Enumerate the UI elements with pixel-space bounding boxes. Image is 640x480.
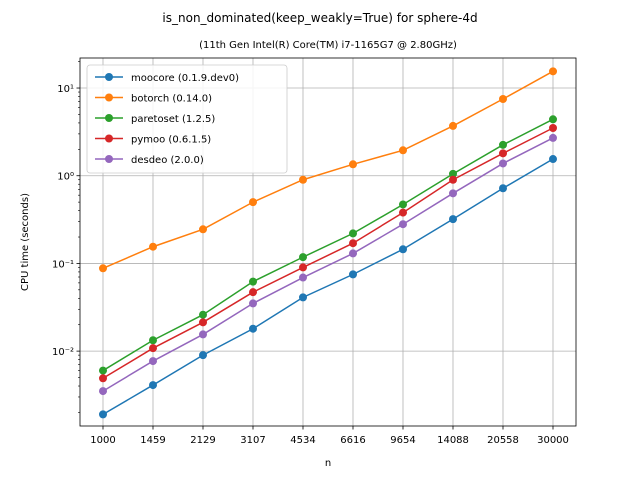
data-point: [399, 146, 407, 155]
series-line: [102, 118, 554, 372]
legend-marker: [105, 114, 113, 122]
legend-label: paretoset (1.2.5): [131, 114, 215, 125]
x-tick-label: 9654: [390, 435, 415, 446]
data-point: [199, 330, 207, 339]
data-point: [249, 288, 257, 297]
x-tick-label: 4534: [290, 435, 315, 446]
series-line: [102, 158, 554, 416]
data-point: [99, 410, 107, 419]
data-point: [449, 121, 457, 130]
data-point: [499, 94, 507, 103]
y-tick-label: 10⁰: [57, 172, 74, 183]
y-axis-label: CPU time (seconds): [20, 193, 31, 291]
legend-marker: [105, 134, 113, 143]
data-point: [399, 208, 407, 217]
data-point: [549, 67, 557, 76]
x-tick-label: 20558: [487, 435, 519, 446]
x-axis: 1000 1459 2129 3107 4534 6616 9654 14088 20558 30…: [90, 426, 569, 446]
legend-marker: [105, 93, 113, 102]
data-point: [399, 245, 407, 254]
legend-marker: [105, 73, 113, 81]
legend-marker: [105, 155, 113, 163]
legend-box: [86, 64, 288, 174]
data-point: [199, 225, 207, 234]
chart-title: is_non_dominated(keep_weakly=True) for s…: [162, 11, 477, 25]
x-tick-label: 2129: [190, 435, 215, 446]
data-point: [149, 336, 157, 345]
data-point: [249, 277, 257, 286]
series-line: [102, 127, 554, 379]
data-point: [549, 124, 557, 133]
data-point: [299, 273, 307, 282]
data-point: [99, 366, 107, 375]
data-point: [549, 133, 557, 142]
x-tick-label: 6616: [340, 435, 365, 446]
data-point: [549, 115, 557, 124]
data-point: [349, 270, 357, 279]
data-point: [449, 169, 457, 178]
data-point: [349, 160, 357, 169]
legend-label: moocore (0.1.9.dev0): [131, 73, 239, 84]
data-point: [449, 215, 457, 224]
chart-subtitle: (11th Gen Intel(R) Core(TM) i7-1165G7 @ …: [199, 40, 457, 51]
series-line: [102, 70, 554, 269]
data-point: [249, 299, 257, 308]
data-point: [499, 140, 507, 149]
data-point: [299, 175, 307, 184]
data-point: [399, 200, 407, 209]
data-point: [199, 310, 207, 319]
data-point: [249, 324, 257, 333]
data-point: [499, 159, 507, 168]
legend-label: desdeo (2.0.0): [131, 155, 204, 166]
data-point: [199, 318, 207, 327]
data-point: [349, 239, 357, 248]
data-point: [299, 253, 307, 262]
data-point: [299, 263, 307, 272]
y-tick-label: 10⁻²: [52, 347, 74, 358]
plot-frame: [79, 57, 577, 427]
x-tick-label: 1459: [140, 435, 165, 446]
y-tick-label: 10¹: [57, 84, 74, 95]
data-point: [499, 184, 507, 193]
legend: moocore (0.1.9.dev0) botorch (0.14.0) pare…: [86, 64, 288, 174]
data-point: [199, 351, 207, 360]
x-tick-label: 14088: [437, 435, 469, 446]
data-point: [399, 220, 407, 229]
data-point: [249, 198, 257, 207]
y-tick-label: 10⁻¹: [52, 259, 74, 270]
x-tick-label: 30000: [537, 435, 569, 446]
data-point: [449, 175, 457, 184]
data-point: [99, 387, 107, 396]
data-point: [149, 344, 157, 353]
data-point: [449, 189, 457, 198]
data-point: [349, 249, 357, 258]
legend-label: pymoo (0.6.1.5): [131, 135, 211, 146]
x-tick-label: 3107: [240, 435, 265, 446]
x-axis-label: n: [325, 458, 331, 469]
series-line: [102, 137, 554, 392]
y-axis: 10⁻² 10⁻¹ 10⁰ 10¹: [52, 61, 80, 413]
legend-label: botorch (0.14.0): [131, 94, 212, 105]
data-point: [349, 229, 357, 238]
data-point: [99, 264, 107, 273]
data-point: [499, 149, 507, 158]
x-tick-label: 1000: [90, 435, 115, 446]
data-point: [549, 155, 557, 164]
series-layer: [99, 67, 557, 419]
data-point: [149, 357, 157, 366]
data-point: [99, 374, 107, 383]
data-point: [299, 293, 307, 302]
data-point: [149, 381, 157, 390]
data-point: [149, 242, 157, 251]
